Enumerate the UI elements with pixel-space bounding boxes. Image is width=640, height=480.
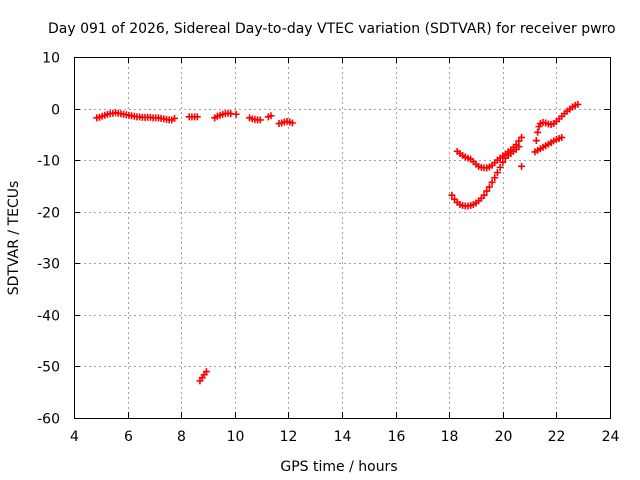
data-point [499, 158, 507, 166]
series-outlier-cluster [196, 368, 210, 385]
data-point [202, 368, 210, 376]
chart-title: Day 091 of 2026, Sidereal Day-to-day VTE… [48, 21, 616, 37]
y-tick-label: -10 [37, 154, 60, 170]
series-late-rising-arc [532, 100, 582, 145]
x-tick-label: 20 [495, 429, 513, 445]
data-point [558, 133, 566, 141]
data-point [491, 174, 499, 182]
data-point [267, 112, 275, 120]
y-tick-label: -30 [37, 257, 60, 273]
y-tick-label: 10 [42, 51, 60, 67]
data-point [256, 116, 264, 124]
series-morning-arc [93, 109, 178, 124]
data-point [534, 128, 542, 136]
data-point [518, 133, 526, 141]
data-point [493, 169, 501, 177]
plot-frame [74, 57, 611, 419]
data-point [532, 137, 540, 145]
grid-layer [74, 57, 610, 418]
data-point [574, 100, 582, 108]
data-point [480, 191, 488, 199]
data-point [485, 183, 493, 191]
series-isolated-point [518, 162, 526, 170]
data-point [488, 178, 496, 186]
x-tick-label: 6 [124, 429, 133, 445]
y-tick-label: -50 [37, 360, 60, 376]
x-tick-label: 8 [177, 429, 186, 445]
series-evening-lower-arc [448, 143, 523, 210]
data-point [448, 191, 456, 199]
series-midday-segments [185, 109, 296, 128]
data-point [483, 187, 491, 195]
data-point [496, 163, 504, 171]
x-tick-label: 10 [227, 429, 245, 445]
series-late-lower-arc [531, 133, 566, 156]
x-tick-label: 22 [548, 429, 566, 445]
data-point [515, 143, 523, 151]
data-point [193, 113, 201, 121]
y-tick-label: -60 [37, 412, 60, 428]
y-axis-label: SDTVAR / TECUs [6, 181, 22, 296]
data-points [93, 100, 582, 385]
data-point [232, 110, 240, 118]
y-tick-label: -40 [37, 309, 60, 325]
data-point [288, 119, 296, 127]
y-tick-label: 0 [51, 103, 60, 119]
data-point [518, 162, 526, 170]
x-axis-label: GPS time / hours [280, 459, 397, 475]
y-tick-label: -20 [37, 206, 60, 222]
x-tick-label: 12 [280, 429, 298, 445]
x-tick-label: 14 [334, 429, 352, 445]
data-point [171, 114, 178, 122]
x-tick-label: 24 [602, 429, 620, 445]
x-tick-label: 18 [441, 429, 459, 445]
series-evening-upper-arc [453, 133, 526, 172]
x-tick-label: 4 [70, 429, 79, 445]
x-tick-label: 16 [388, 429, 406, 445]
